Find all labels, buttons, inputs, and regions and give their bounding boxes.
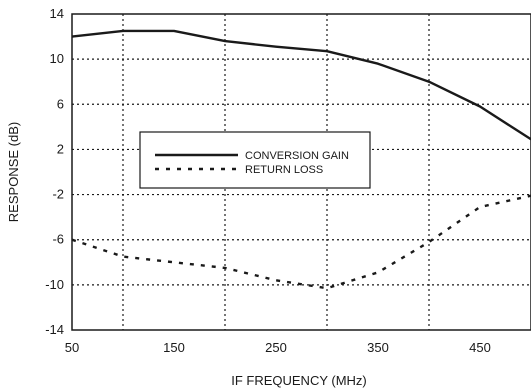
- y-tick-label: -6: [52, 232, 64, 247]
- y-tick-label: -2: [52, 187, 64, 202]
- y-tick-label: -10: [45, 277, 64, 292]
- x-tick-label: 350: [367, 340, 389, 355]
- y-tick-label: 14: [50, 6, 64, 21]
- y-tick-label: 2: [57, 141, 64, 156]
- y-tick-labels: 14 10 6 2 -2 -6 -10 -14: [45, 6, 64, 337]
- x-tick-label: 50: [65, 340, 79, 355]
- series-line-return-loss: [71, 194, 531, 290]
- x-tick-label: 250: [265, 340, 287, 355]
- x-tick-labels: 50 150 250 350 450: [65, 340, 491, 355]
- legend-label-return-loss: RETURN LOSS: [245, 164, 323, 176]
- legend-box: [139, 131, 371, 189]
- x-tick-label: 450: [469, 340, 491, 355]
- series-layer: [71, 29, 531, 290]
- y-tick-label: 6: [57, 96, 64, 111]
- plot-frame: [71, 13, 531, 331]
- y-axis-title: RESPONSE (dB): [6, 122, 21, 222]
- x-axis-title: IF FREQUENCY (MHz): [231, 373, 367, 388]
- legend-label-conversion-gain: CONVERSION GAIN: [245, 150, 349, 162]
- legend: CONVERSION GAIN RETURN LOSS: [139, 131, 371, 189]
- y-tick-label: 10: [50, 51, 64, 66]
- series-line-conversion-gain: [71, 29, 531, 141]
- y-tick-label: -14: [45, 322, 64, 337]
- x-tick-label: 150: [163, 340, 185, 355]
